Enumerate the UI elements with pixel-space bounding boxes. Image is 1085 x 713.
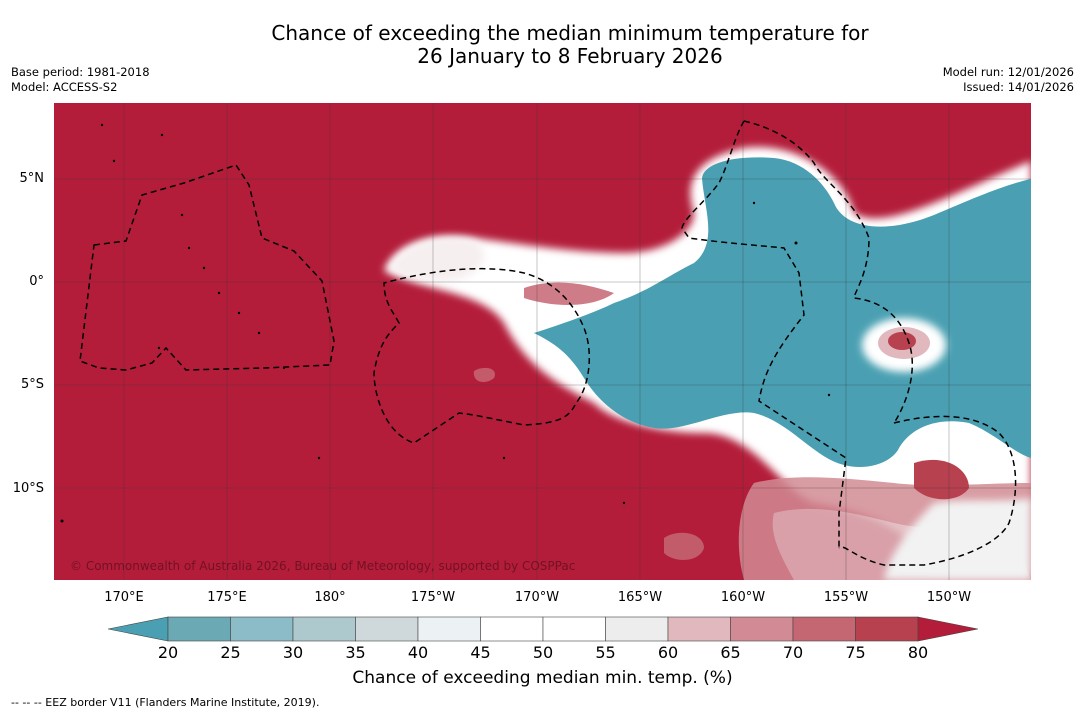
lat-label-0: 0° [29, 274, 44, 289]
title-line-1: Chance of exceeding the median minimum t… [271, 21, 869, 45]
lon-label-180: 180° [314, 590, 346, 605]
colorbar-cell [167, 616, 231, 642]
colorbar-tick-label: 70 [782, 643, 804, 662]
colorbar-tick-label: 30 [282, 643, 304, 662]
colorbar-tick-label: 50 [532, 643, 554, 662]
colorbar-high-arrow [917, 616, 978, 642]
colorbar-cell [855, 616, 919, 642]
colorbar-cell [292, 616, 356, 642]
map-panel: © Commonwealth of Australia 2026, Bureau… [54, 103, 1031, 580]
colorbar-tick-label: 25 [220, 643, 241, 662]
neutral-southeast [884, 459, 1031, 580]
colorbar-title: Chance of exceeding median min. temp. (%… [352, 668, 733, 688]
colorbar-cell [605, 616, 669, 642]
meta-left: Base period: 1981-2018 Model: ACCESS-S2 [11, 65, 150, 95]
lat-label-5s: 5°S [20, 377, 44, 392]
colorbar-cell [667, 616, 731, 642]
issued-date: Issued: 14/01/2026 [963, 80, 1074, 94]
colorbar-cell [417, 616, 481, 642]
copyright-credit: © Commonwealth of Australia 2026, Bureau… [70, 559, 576, 573]
forecast-map [54, 103, 1031, 580]
colorbar-tick-label: 20 [157, 643, 179, 662]
model-name: Model: ACCESS-S2 [11, 80, 118, 94]
colorbar-cell [480, 616, 544, 642]
colorbar-cell [792, 616, 856, 642]
colorbar-cell [355, 616, 419, 642]
graticule [54, 103, 1031, 580]
lon-label-170e: 170°E [104, 590, 144, 605]
warm-hotspot [862, 318, 946, 372]
colorbar-tick-label: 45 [470, 643, 491, 662]
colorbar-cells [167, 616, 919, 642]
model-run: Model run: 12/01/2026 [942, 65, 1074, 79]
colorbar-tick-label: 60 [657, 643, 679, 662]
colorbar-low-arrow [108, 616, 169, 642]
base-period: Base period: 1981-2018 [11, 65, 150, 79]
eez-borders [79, 120, 1017, 566]
colorbar [108, 616, 978, 642]
lat-label-10s: 10°S [12, 481, 44, 496]
cool-region [534, 157, 1031, 468]
map-title: Chance of exceeding the median minimum t… [0, 22, 1085, 68]
lon-label-160w: 160°W [720, 590, 766, 605]
islands [60, 123, 831, 523]
meta-right: Model run: 12/01/2026 Issued: 14/01/2026 [943, 65, 1074, 95]
eez-note: -- -- -- EEZ border V11 (Flanders Marine… [11, 696, 320, 709]
colorbar-tick-label: 55 [595, 643, 616, 662]
lon-label-150w: 150°W [926, 590, 972, 605]
lon-label-175e: 175°E [207, 590, 247, 605]
title-line-2: 26 January to 8 February 2026 [417, 44, 723, 68]
lon-label-155w: 155°W [823, 590, 869, 605]
colorbar-cell [730, 616, 794, 642]
colorbar-tick-label: 80 [907, 643, 929, 662]
colorbar-cell [230, 616, 294, 642]
lon-label-175w: 175°W [410, 590, 456, 605]
colorbar-tick-label: 40 [407, 643, 429, 662]
lon-label-165w: 165°W [617, 590, 663, 605]
colorbar-tick-label: 65 [720, 643, 741, 662]
colorbar-tick-label: 35 [345, 643, 366, 662]
lon-label-170w: 170°W [514, 590, 560, 605]
lat-label-5n: 5°N [19, 171, 45, 186]
colorbar-tick-label: 75 [845, 643, 866, 662]
colorbar-cell [542, 616, 606, 642]
